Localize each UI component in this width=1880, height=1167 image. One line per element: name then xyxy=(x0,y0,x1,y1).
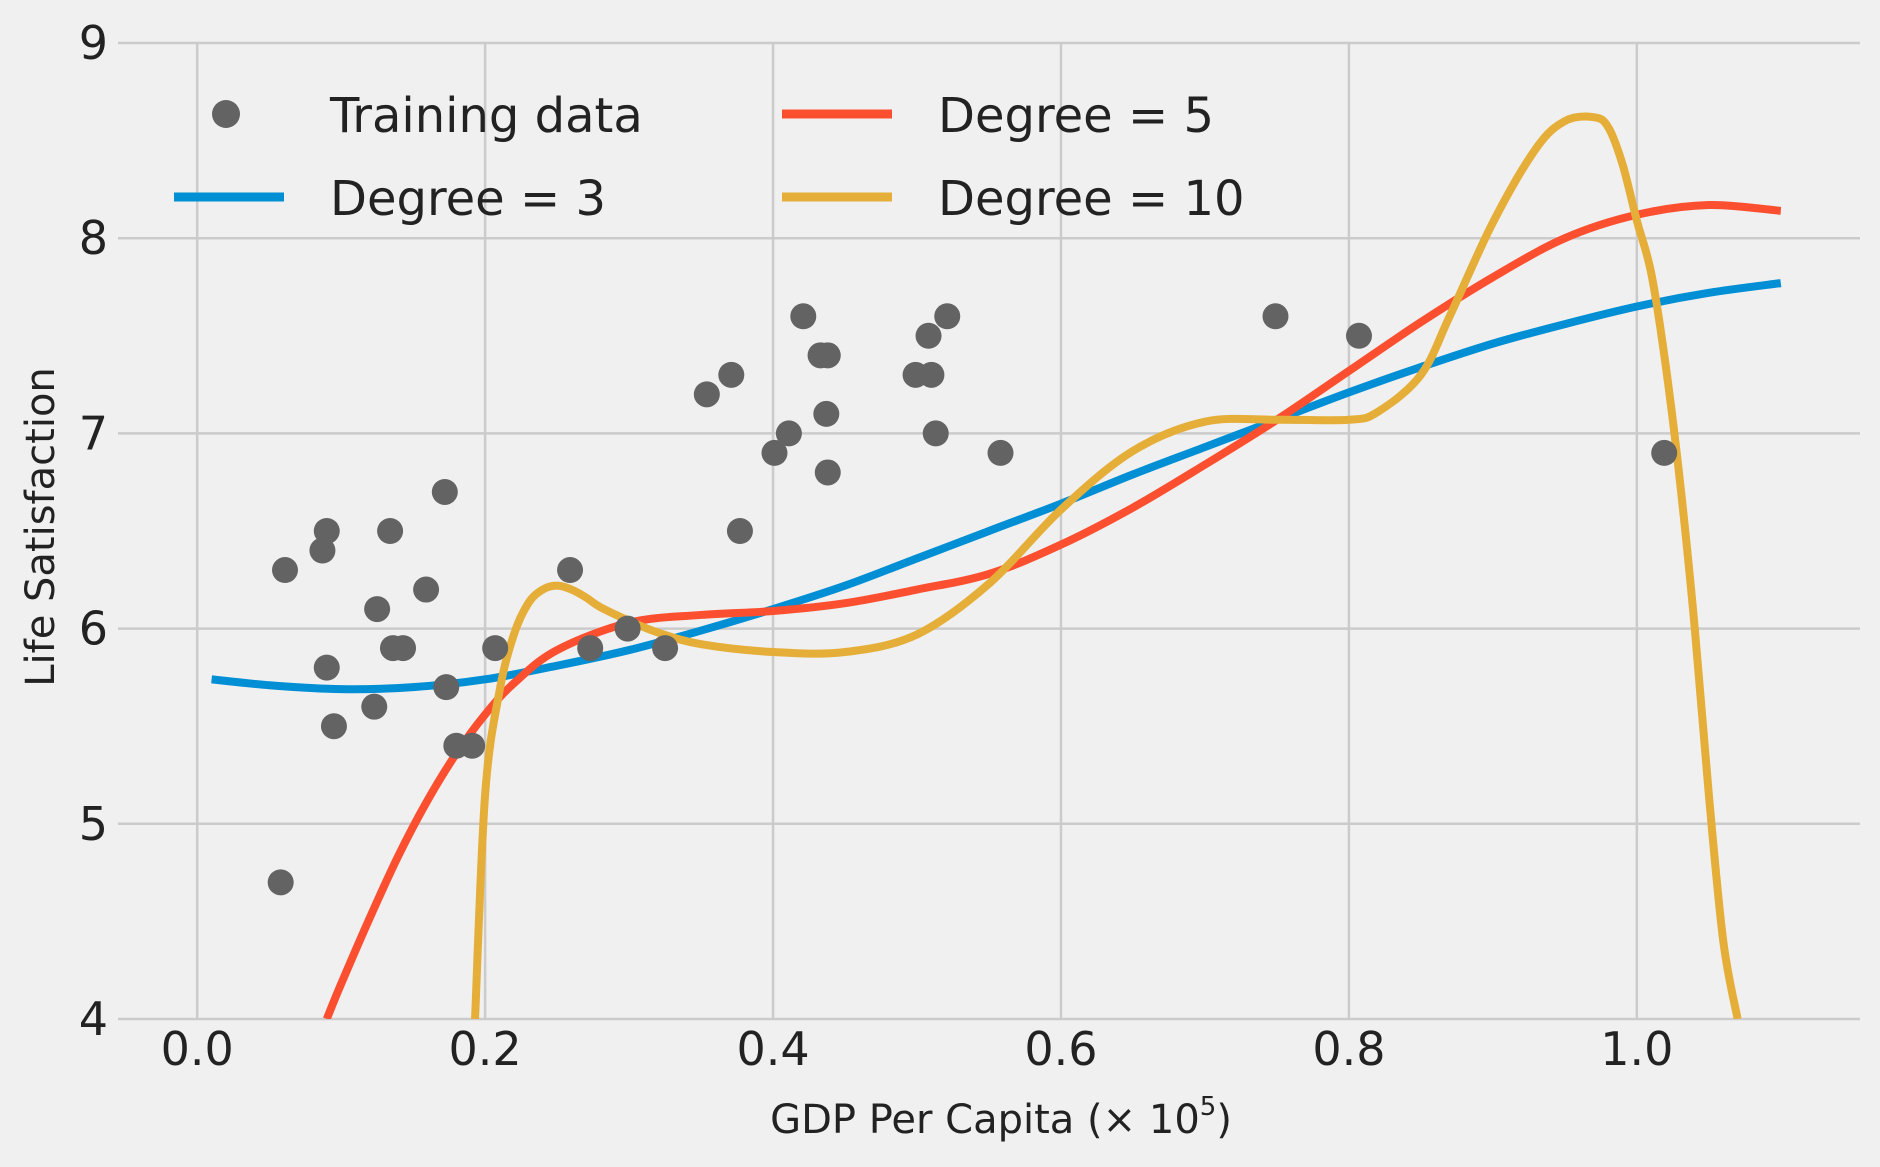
training-data-point xyxy=(313,654,340,681)
legend-swatch xyxy=(212,100,240,128)
scatter-layer xyxy=(267,303,1678,896)
training-data-point xyxy=(814,459,841,486)
x-tick-label: 1.0 xyxy=(1600,1022,1673,1076)
legend-label: Degree = 10 xyxy=(938,171,1245,227)
y-axis-title: Life Satisfaction xyxy=(18,367,64,687)
training-data-point xyxy=(313,518,340,544)
training-data-point xyxy=(934,303,961,330)
training-data-point xyxy=(775,420,802,447)
y-tick-label: 9 xyxy=(79,16,108,70)
training-data-point xyxy=(918,361,945,388)
training-data-point xyxy=(652,635,679,662)
training-data-point xyxy=(1651,439,1678,466)
training-data-point xyxy=(309,537,336,564)
training-data-point xyxy=(1262,303,1289,330)
training-data-point xyxy=(1345,322,1372,349)
tick-layer: 0.0 0.2 0.4 0.6 0.8 1.0 4 5 6 7 8 9 xyxy=(79,16,1674,1076)
training-data-point xyxy=(790,303,817,330)
training-data-point xyxy=(557,557,584,584)
x-tick-label: 0.8 xyxy=(1312,1022,1385,1076)
training-data-point xyxy=(433,674,460,701)
training-data-point xyxy=(459,732,486,759)
training-data-point xyxy=(814,342,841,369)
legend-entry-degree-5: Degree = 5 xyxy=(782,88,1214,144)
series-line-degree-5 xyxy=(323,201,1782,1019)
series-line-degree-3 xyxy=(211,279,1782,694)
training-data-point xyxy=(364,596,391,623)
training-data-point xyxy=(482,635,509,662)
x-tick-label: 0.0 xyxy=(161,1022,234,1076)
legend-label: Degree = 5 xyxy=(938,88,1214,144)
x-tick-label: 0.6 xyxy=(1024,1022,1097,1076)
y-tick-label: 7 xyxy=(79,406,108,460)
x-axis-title-suffix: ) xyxy=(1216,1097,1232,1143)
legend-entry-training-data: Training data xyxy=(212,88,643,144)
training-data-point xyxy=(693,381,720,408)
training-data-point xyxy=(922,420,949,447)
series-layer xyxy=(211,112,1782,1019)
training-data-point xyxy=(761,439,788,466)
legend-label: Training data xyxy=(329,88,643,144)
x-axis-title-superscript: 5 xyxy=(1200,1092,1217,1122)
training-data-point xyxy=(614,615,641,642)
legend-entry-degree-10: Degree = 10 xyxy=(782,171,1245,227)
training-data-point xyxy=(431,478,458,505)
training-data-point xyxy=(267,869,294,896)
training-data-point xyxy=(361,693,388,720)
y-tick-label: 4 xyxy=(79,992,108,1046)
y-tick-label: 8 xyxy=(79,211,108,265)
legend: Training data Degree = 5 Degree = 3 Degree … xyxy=(174,88,1245,227)
y-tick-label: 6 xyxy=(79,602,108,656)
training-data-point xyxy=(577,635,604,662)
x-axis-title: GDP Per Capita (× 105) xyxy=(770,1092,1232,1143)
training-data-point xyxy=(272,557,299,584)
y-tick-label: 5 xyxy=(79,797,108,851)
legend-label: Degree = 3 xyxy=(330,171,606,227)
training-data-point xyxy=(320,713,347,740)
training-data-point xyxy=(377,518,404,544)
training-data-point xyxy=(987,439,1014,466)
x-tick-label: 0.2 xyxy=(449,1022,522,1076)
training-data-point xyxy=(813,400,840,427)
series-line-degree-10 xyxy=(471,112,1742,1019)
training-data-point xyxy=(718,361,745,388)
legend-entry-degree-3: Degree = 3 xyxy=(174,171,606,227)
training-data-point xyxy=(390,635,417,662)
training-data-point xyxy=(726,518,753,544)
training-data-point xyxy=(413,576,440,603)
x-tick-label: 0.4 xyxy=(736,1022,809,1076)
training-data-point xyxy=(915,322,942,349)
